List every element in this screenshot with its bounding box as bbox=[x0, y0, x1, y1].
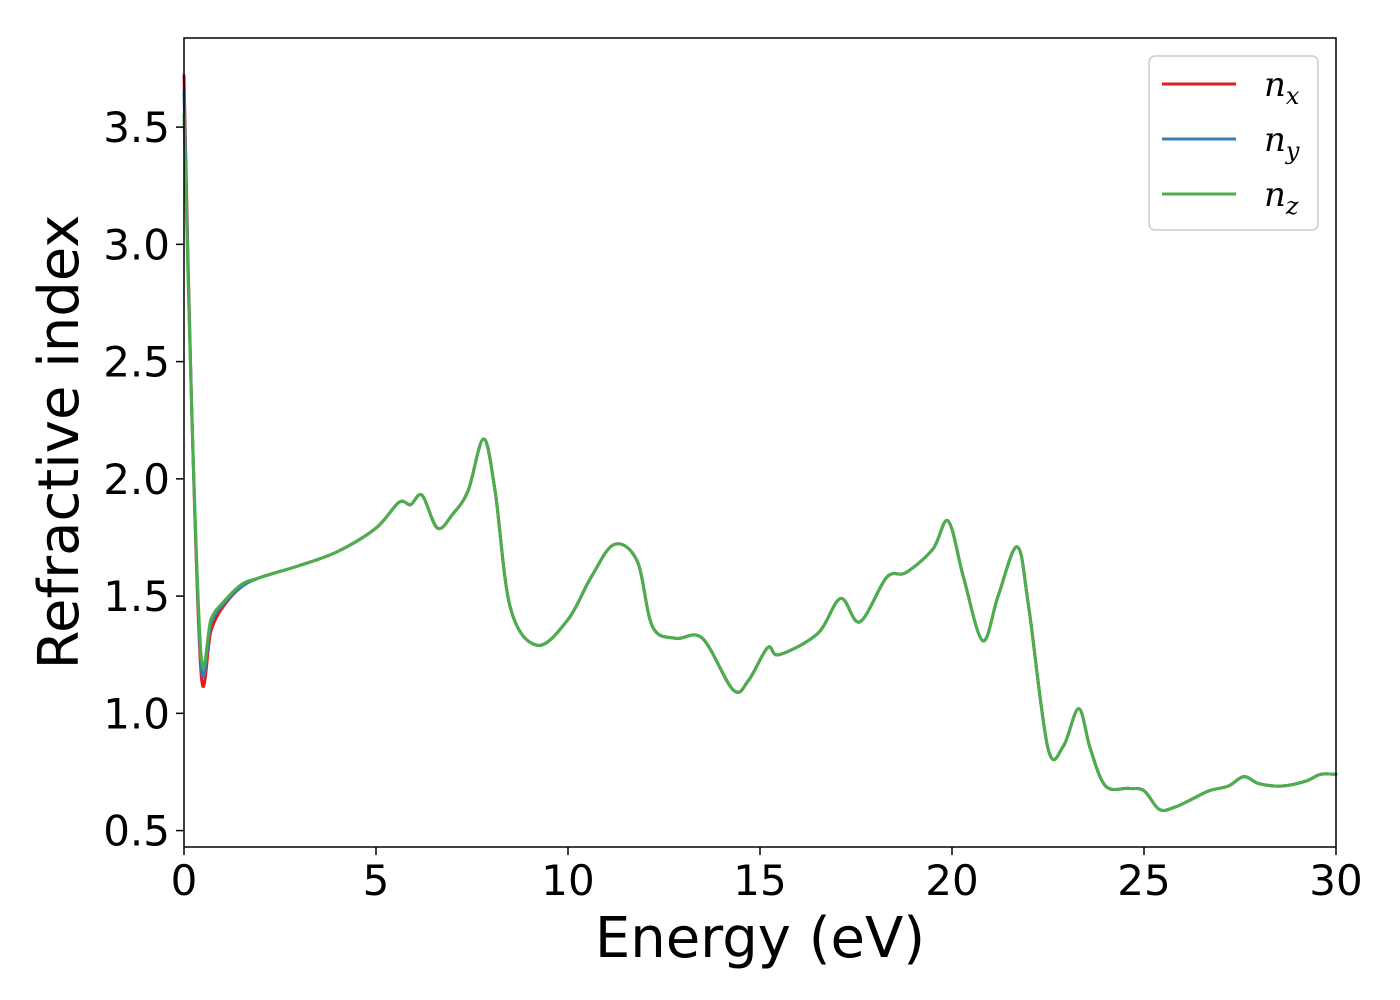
y-tick-label: 0.5 bbox=[103, 807, 170, 856]
y-tick-label: 1.0 bbox=[103, 689, 170, 738]
y-tick-label: 1.5 bbox=[103, 572, 170, 621]
x-axis-label: Energy (eV) bbox=[595, 906, 925, 971]
y-axis-label: Refractive index bbox=[27, 215, 92, 670]
x-tick-label: 30 bbox=[1309, 856, 1362, 905]
legend-label-n_y: ny bbox=[1264, 120, 1300, 165]
legend-box bbox=[1148, 55, 1319, 231]
legend-label-n_z: nz bbox=[1264, 175, 1299, 220]
plot-background bbox=[184, 38, 1336, 847]
legend: nx ny nz bbox=[1148, 55, 1319, 231]
x-tick-label: 5 bbox=[363, 856, 390, 905]
y-axis-ticks: 0.5 1.0 1.5 2.0 2.5 3.0 3.5 bbox=[103, 103, 184, 856]
x-tick-label: 10 bbox=[541, 856, 594, 905]
y-tick-label: 3.5 bbox=[103, 103, 170, 152]
x-tick-label: 20 bbox=[925, 856, 978, 905]
series-line-n_z bbox=[182, 113, 1338, 812]
x-tick-label: 0 bbox=[171, 856, 198, 905]
legend-label-n_x: nx bbox=[1264, 65, 1300, 110]
series-layer bbox=[182, 74, 1338, 812]
y-tick-label: 3.0 bbox=[103, 220, 170, 269]
x-tick-label: 15 bbox=[733, 856, 786, 905]
y-tick-label: 2.5 bbox=[103, 338, 170, 387]
x-tick-label: 25 bbox=[1117, 856, 1170, 905]
y-tick-label: 2.0 bbox=[103, 455, 170, 504]
x-axis-ticks: 0 5 10 15 20 25 30 bbox=[171, 847, 1363, 905]
